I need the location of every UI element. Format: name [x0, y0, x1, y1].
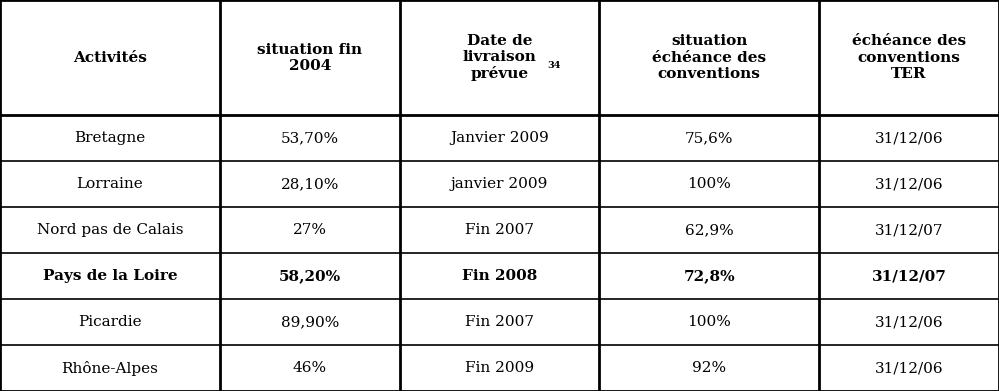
Text: situation fin
2004: situation fin 2004 [257, 43, 363, 73]
Text: Lorraine: Lorraine [77, 177, 143, 191]
Text: Fin 2007: Fin 2007 [465, 223, 534, 237]
Text: Janvier 2009: Janvier 2009 [451, 131, 548, 145]
Text: 34: 34 [547, 61, 561, 70]
Text: 31/12/06: 31/12/06 [875, 361, 943, 375]
Text: Date de
livraison
prévue: Date de livraison prévue [463, 34, 536, 81]
Text: 53,70%: 53,70% [281, 131, 339, 145]
Text: Fin 2008: Fin 2008 [462, 269, 537, 283]
Text: Pays de la Loire: Pays de la Loire [43, 269, 177, 283]
Text: 31/12/07: 31/12/07 [875, 223, 943, 237]
Text: échéance des
conventions
TER: échéance des conventions TER [852, 34, 966, 81]
Text: 31/12/07: 31/12/07 [872, 269, 946, 283]
Text: Bretagne: Bretagne [74, 131, 146, 145]
Text: Rhône-Alpes: Rhône-Alpes [62, 361, 158, 375]
Text: 100%: 100% [687, 315, 731, 329]
Text: 31/12/06: 31/12/06 [875, 177, 943, 191]
Text: 28,10%: 28,10% [281, 177, 339, 191]
Text: Fin 2009: Fin 2009 [465, 361, 534, 375]
Text: 31/12/06: 31/12/06 [875, 315, 943, 329]
Text: 92%: 92% [692, 361, 726, 375]
Text: janvier 2009: janvier 2009 [451, 177, 548, 191]
Text: 27%: 27% [293, 223, 327, 237]
Text: Fin 2007: Fin 2007 [465, 315, 534, 329]
Text: 46%: 46% [293, 361, 327, 375]
Text: 89,90%: 89,90% [281, 315, 339, 329]
Text: Activités: Activités [73, 51, 147, 65]
Text: 31/12/06: 31/12/06 [875, 131, 943, 145]
Text: 62,9%: 62,9% [685, 223, 733, 237]
Text: situation
échéance des
conventions: situation échéance des conventions [652, 34, 766, 81]
Text: 100%: 100% [687, 177, 731, 191]
Text: Picardie: Picardie [78, 315, 142, 329]
Text: Nord pas de Calais: Nord pas de Calais [37, 223, 183, 237]
Text: 58,20%: 58,20% [279, 269, 341, 283]
Text: 75,6%: 75,6% [685, 131, 733, 145]
Text: 72,8%: 72,8% [683, 269, 735, 283]
